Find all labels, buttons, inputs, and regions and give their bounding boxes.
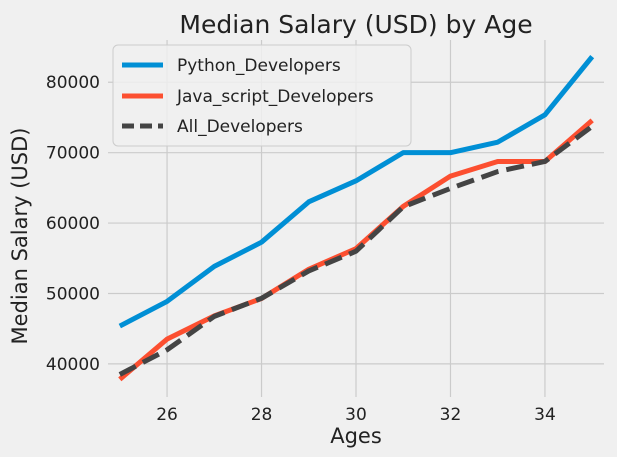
x-tick-label: 30 [345,405,367,425]
chart-title: Median Salary (USD) by Age [179,10,532,39]
tick-labels: 26 28 30 32 34 40000 50000 60000 70000 80000 [46,73,556,425]
all-developers-line [118,124,594,377]
y-tick-label: 60000 [46,214,100,234]
legend-box [112,44,412,147]
y-tick-label: 80000 [46,73,100,93]
x-tick-label: 28 [251,405,273,425]
y-tick-label: 40000 [46,355,100,375]
x-tick-label: 32 [440,405,462,425]
legend-label-all: All_Developers [177,117,303,137]
y-axis-label: Median Salary (USD) [8,128,32,345]
legend: Python_Developers Java_script_Developers… [112,44,412,147]
x-tick-label: 34 [534,405,556,425]
legend-label-javascript: Java_script_Developers [176,87,374,107]
series-lines [118,55,595,382]
python-developers-line [118,55,595,329]
y-tick-label: 70000 [46,144,100,164]
y-tick-label: 50000 [46,284,100,304]
x-axis-label: Ages [330,424,382,448]
legend-label-python: Python_Developers [177,56,341,76]
x-tick-label: 26 [156,405,178,425]
